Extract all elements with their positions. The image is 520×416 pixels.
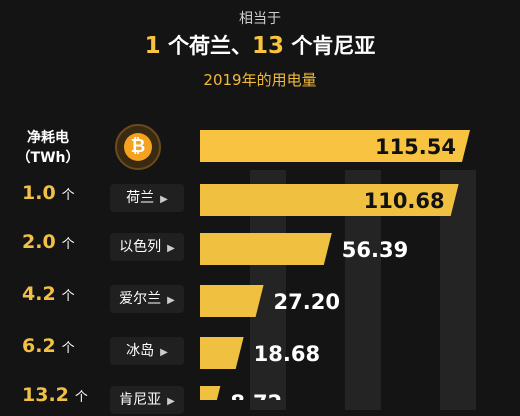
multiple-label: 1.0 个 (22, 182, 102, 204)
multiple-value: 2.0 (22, 231, 56, 253)
bar-value-label: 27.20 (274, 290, 340, 314)
bar-chart: 115.54 110.68 56.39 27.20 18.68 8.72 (200, 130, 470, 400)
bar-value-label: 56.39 (342, 238, 408, 262)
country-name: 爱尔兰 (119, 291, 162, 307)
bar-2 (200, 233, 332, 265)
country-pill: 冰岛 ▶ (110, 337, 184, 365)
header-text1: 个荷兰、 (160, 34, 252, 58)
bar-1 (200, 184, 459, 216)
country-pill: 爱尔兰 ▶ (110, 285, 184, 313)
multiple-unit: 个 (61, 188, 75, 203)
header-title: 1 个荷兰、13 个肯尼亚 (0, 30, 520, 60)
multiple-unit: 个 (61, 341, 75, 356)
chevron-right-icon: ▶ (167, 243, 175, 254)
multiple-label: 4.2 个 (22, 283, 102, 305)
multiple-unit: 个 (61, 237, 75, 252)
header-subtitle: 2019年的用电量 (203, 71, 317, 89)
country-pill: 荷兰 ▶ (110, 184, 184, 212)
chevron-right-icon: ▶ (167, 295, 175, 306)
header-text2: 个肯尼亚 (284, 34, 376, 58)
country-pill: 以色列 ▶ (110, 233, 184, 261)
bitcoin-symbol: ₿ (124, 133, 152, 161)
multiple-unit: 个 (61, 289, 75, 304)
header-num2: 13 (252, 33, 285, 59)
country-name: 以色列 (119, 239, 162, 255)
multiple-value: 1.0 (22, 182, 56, 204)
country-name: 荷兰 (126, 190, 155, 206)
bar-4 (200, 337, 244, 369)
bitcoin-icon: ₿ (115, 124, 161, 170)
multiple-value: 6.2 (22, 335, 56, 357)
multiple-label: 6.2 个 (22, 335, 102, 357)
header-line1: 相当于 (239, 11, 281, 27)
bar-value-label: 115.54 (375, 135, 456, 159)
country-name: 冰岛 (126, 343, 155, 359)
bar-3 (200, 285, 264, 317)
chevron-right-icon: ▶ (160, 194, 168, 205)
header-num1: 1 (144, 33, 161, 59)
bar-5 (200, 386, 221, 400)
bar-value-label: 110.68 (364, 189, 445, 213)
multiple-label: 2.0 个 (22, 231, 102, 253)
net-consumption-label: 净耗电 （TWh） (16, 130, 80, 166)
chevron-right-icon: ▶ (160, 347, 168, 358)
multiple-value: 4.2 (22, 283, 56, 305)
bar-value-label: 8.72 (230, 391, 282, 400)
bar-value-label: 18.68 (254, 342, 320, 366)
bar-0 (200, 130, 470, 162)
